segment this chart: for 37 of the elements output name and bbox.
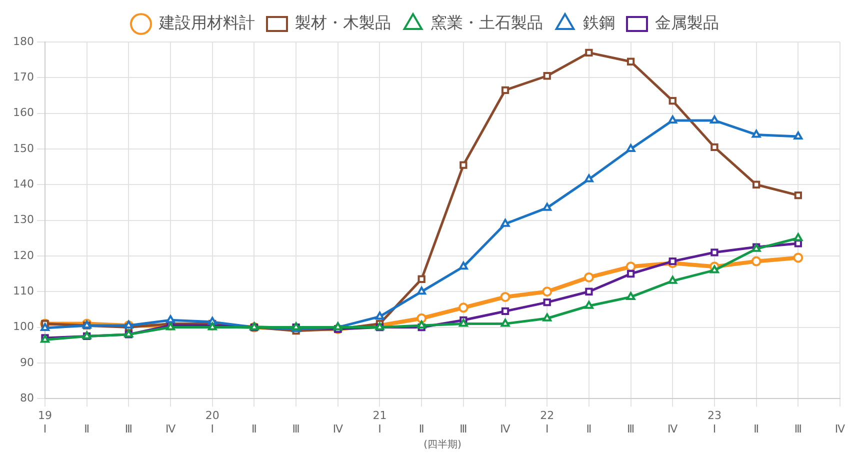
y-tick-label: 160 [12,106,34,120]
legend-label: 製材・木製品 [295,13,391,32]
y-tick-label: 110 [12,284,34,298]
y-tick-label: 120 [12,248,34,262]
x-tick-label: Ⅱ [251,422,257,436]
x-tick-label: Ⅱ [84,422,90,436]
x-tick-label: 20 Ⅰ [205,409,220,436]
x-tick-label: Ⅲ [292,422,300,436]
y-tick-label: 100 [12,320,34,334]
y-tick-label: 80 [20,391,34,404]
x-tick-label: Ⅱ [586,422,592,436]
x-tick-label: Ⅳ [165,422,176,436]
y-tick-label: 150 [12,142,34,155]
x-tick-label: Ⅲ [124,422,132,436]
legend-label: 金属製品 [655,13,719,32]
legend-label: 鉄鋼 [583,13,615,32]
x-axis-title: (四半期) [424,438,462,451]
x-tick-label: Ⅲ [626,422,635,436]
x-tick-label: Ⅳ [500,422,512,436]
y-tick-label: 180 [12,34,34,48]
x-tick-label: Ⅳ [332,422,344,436]
y-tick-label: 140 [12,178,34,190]
x-tick-label: Ⅱ [418,422,424,436]
x-tick-label: 22 Ⅰ [540,409,554,436]
x-tick-label: 23 Ⅰ [707,409,722,436]
x-tick-label: Ⅳ [834,422,846,436]
legend-label: 建設用材料計 [158,13,255,32]
x-tick-label: Ⅱ [754,422,760,436]
y-tick-label: 130 [12,213,34,226]
x-tick-label: Ⅲ [794,422,802,436]
x-tick-label: 21 Ⅰ [372,409,387,436]
x-tick-label: Ⅳ [668,422,679,436]
x-tick-label: Ⅲ [460,422,468,436]
y-tick-label: 170 [12,70,34,84]
x-tick-label: 19 Ⅰ [38,409,52,436]
legend-label: 窯業・土石製品 [431,13,543,32]
y-tick-label: 90 [20,356,34,369]
